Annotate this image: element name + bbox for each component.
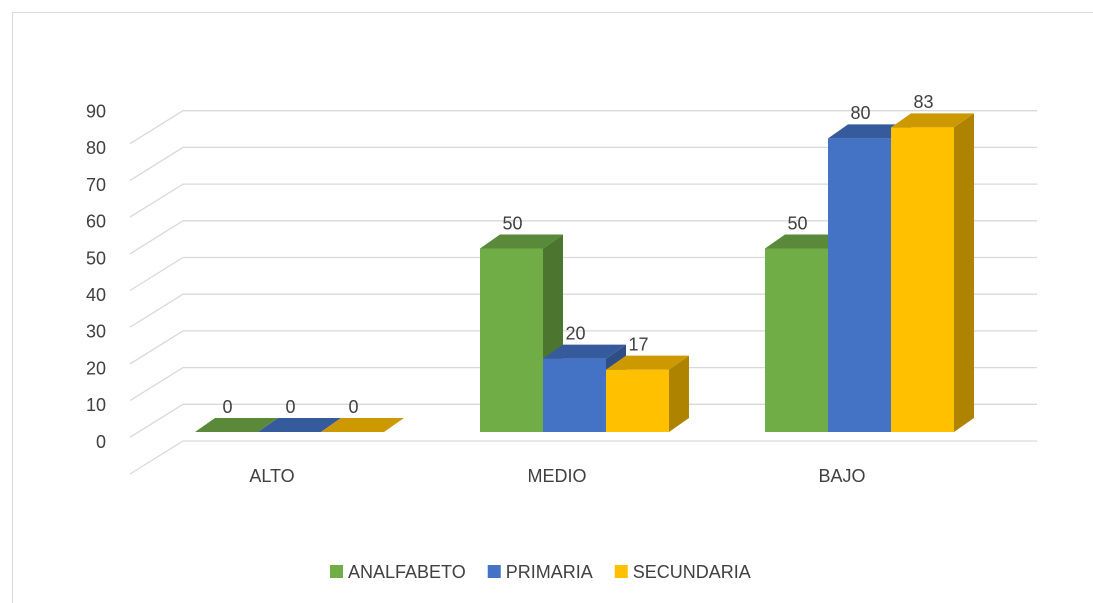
bar-front	[891, 127, 954, 432]
bar-top	[891, 113, 974, 128]
y-tick-label: 60	[86, 212, 106, 232]
legend-label: SECUNDARIA	[633, 562, 751, 582]
x-tick-label: ALTO	[249, 466, 294, 486]
bar-top	[321, 418, 404, 432]
y-tick-label: 80	[86, 138, 106, 158]
x-tick-label: MEDIO	[527, 466, 586, 486]
chart-frame	[12, 12, 1093, 603]
grid-line	[129, 110, 1037, 145]
bar-side	[954, 113, 974, 432]
bar-top	[195, 418, 278, 432]
data-label: 50	[502, 213, 522, 233]
bar-front	[480, 248, 543, 432]
grid-line	[129, 403, 1037, 438]
bar-front	[606, 369, 669, 432]
bar	[606, 355, 689, 432]
bar-top	[828, 124, 911, 139]
bar-top	[258, 418, 341, 432]
bar-top	[543, 344, 626, 359]
legend-swatch	[614, 565, 628, 578]
data-label: 83	[913, 92, 933, 112]
legend-label: PRIMARIA	[506, 562, 593, 582]
bar	[891, 113, 974, 432]
data-label: 0	[285, 397, 295, 417]
data-label: 0	[348, 397, 358, 417]
y-tick-label: 70	[86, 175, 106, 195]
grid-line	[129, 220, 1037, 255]
bar	[258, 418, 341, 432]
bar-top	[765, 234, 848, 249]
y-tick-label: 10	[86, 395, 106, 415]
y-tick-label: 30	[86, 322, 106, 342]
y-tick-label: 0	[96, 432, 106, 452]
grid-line	[129, 293, 1037, 328]
grid-line	[129, 440, 1037, 475]
grid-line	[129, 146, 1037, 181]
legend-label: ANALFABETO	[348, 562, 466, 582]
legend-swatch	[487, 565, 501, 578]
grid-line	[129, 330, 1037, 365]
legend-swatch	[330, 565, 343, 578]
data-label: 80	[850, 103, 870, 123]
x-tick-label: BAJO	[818, 466, 865, 486]
y-tick-label: 40	[86, 285, 106, 305]
bar	[195, 418, 278, 432]
y-tick-label: 90	[86, 101, 106, 121]
bar-top	[480, 234, 563, 249]
bar-front	[828, 138, 891, 432]
bar	[321, 418, 404, 432]
grid-line	[129, 256, 1037, 292]
data-label: 0	[222, 397, 232, 417]
bar-front	[765, 248, 828, 432]
bar-side	[669, 355, 689, 432]
data-label: 20	[565, 323, 585, 343]
y-tick-label: 50	[86, 248, 106, 268]
y-tick-label: 20	[86, 358, 106, 378]
data-label: 50	[787, 213, 807, 233]
grid-line	[129, 183, 1037, 218]
bar-top	[606, 355, 689, 370]
grid-line	[129, 366, 1037, 402]
data-label: 17	[628, 334, 648, 354]
bar-front	[543, 358, 606, 432]
